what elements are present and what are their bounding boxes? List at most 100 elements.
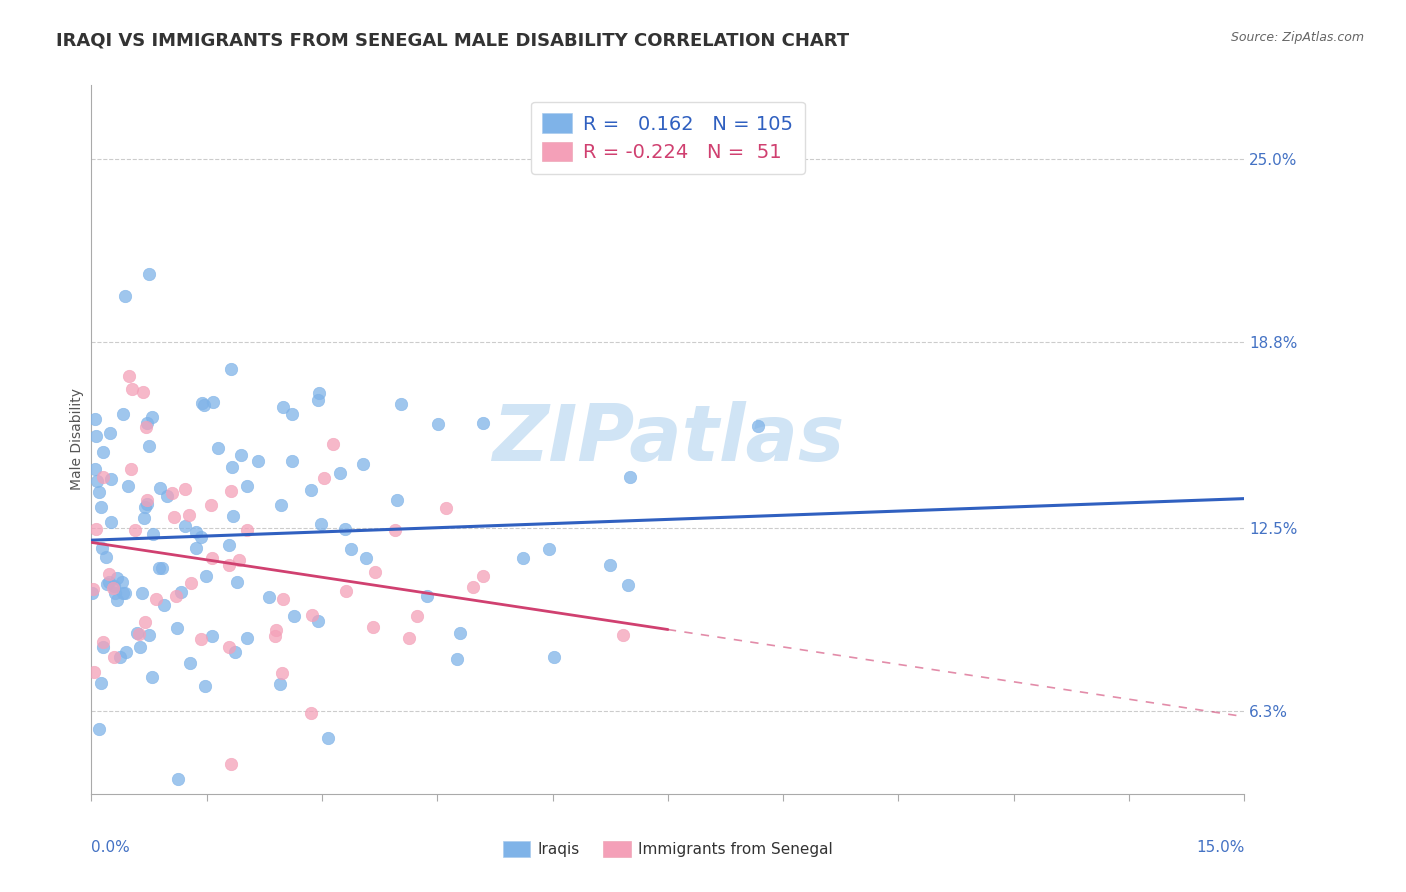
Point <box>90 500 112 515</box>
Point <box>361 620 384 634</box>
Y-axis label: Male Disability: Male Disability <box>70 388 84 491</box>
Point <box>384 524 406 538</box>
Point <box>219 483 242 498</box>
Point <box>149 481 172 495</box>
Point <box>111 407 134 421</box>
Point <box>134 511 156 525</box>
Point <box>90 675 112 690</box>
Point <box>83 665 105 680</box>
Point <box>281 407 304 421</box>
Point <box>329 466 352 480</box>
Point <box>100 516 122 530</box>
Point <box>150 561 173 575</box>
Point <box>167 772 190 786</box>
Point <box>131 586 153 600</box>
Point <box>97 567 120 582</box>
Point <box>389 397 412 411</box>
Point <box>82 585 104 599</box>
Point <box>103 649 125 664</box>
Point <box>169 585 191 599</box>
Text: ZIPatlas: ZIPatlas <box>492 401 844 477</box>
Point <box>103 579 125 593</box>
Point <box>114 289 136 303</box>
Point <box>352 457 374 471</box>
Point <box>207 442 229 456</box>
Legend: Iraqis, Immigrants from Senegal: Iraqis, Immigrants from Senegal <box>503 841 832 857</box>
Point <box>426 417 449 431</box>
Point <box>316 731 339 745</box>
Point <box>136 416 159 430</box>
Point <box>202 394 225 409</box>
Point <box>218 558 240 572</box>
Point <box>340 542 363 557</box>
Point <box>107 593 129 607</box>
Point <box>179 656 201 670</box>
Point <box>385 492 408 507</box>
Point <box>322 436 344 450</box>
Point <box>273 400 295 414</box>
Point <box>108 650 131 665</box>
Point <box>177 508 200 522</box>
Point <box>134 615 156 630</box>
Point <box>117 479 139 493</box>
Point <box>271 666 294 681</box>
Point <box>309 517 332 532</box>
Point <box>82 582 104 597</box>
Point <box>84 522 107 536</box>
Point <box>87 485 110 500</box>
Point <box>165 589 187 603</box>
Point <box>104 586 127 600</box>
Point <box>94 549 117 564</box>
Point <box>219 757 242 772</box>
Point <box>405 609 427 624</box>
Point <box>281 453 304 467</box>
Point <box>191 396 214 410</box>
Point <box>398 631 420 645</box>
Point <box>135 420 157 434</box>
Point <box>174 519 197 533</box>
Point <box>221 459 243 474</box>
Point <box>299 706 322 721</box>
Point <box>136 497 159 511</box>
Point <box>747 419 769 434</box>
Point <box>194 679 217 693</box>
Point <box>124 523 146 537</box>
Point <box>283 608 305 623</box>
Point <box>83 412 105 426</box>
Point <box>263 629 285 643</box>
Point <box>128 627 150 641</box>
Point <box>301 607 323 622</box>
Point <box>84 428 107 442</box>
Text: 0.0%: 0.0% <box>91 840 131 855</box>
Point <box>264 623 287 637</box>
Point <box>194 568 217 582</box>
Point <box>184 525 207 540</box>
Point <box>308 386 330 401</box>
Point <box>111 575 134 590</box>
Point <box>121 461 143 475</box>
Point <box>354 551 377 566</box>
Point <box>152 599 174 613</box>
Point <box>269 677 291 691</box>
Point <box>91 470 114 484</box>
Point <box>101 581 124 595</box>
Point <box>166 621 188 635</box>
Point <box>537 541 560 556</box>
Point <box>446 652 468 666</box>
Point <box>174 482 197 496</box>
Point <box>114 645 136 659</box>
Point <box>142 527 165 541</box>
Point <box>121 382 143 396</box>
Point <box>472 568 495 582</box>
Point <box>163 509 186 524</box>
Point <box>138 627 160 641</box>
Point <box>145 591 167 606</box>
Point <box>271 591 294 606</box>
Point <box>201 628 224 642</box>
Point <box>543 649 565 664</box>
Point <box>190 530 212 544</box>
Point <box>312 471 335 485</box>
Point <box>96 577 118 591</box>
Point <box>617 578 640 592</box>
Point <box>190 632 212 646</box>
